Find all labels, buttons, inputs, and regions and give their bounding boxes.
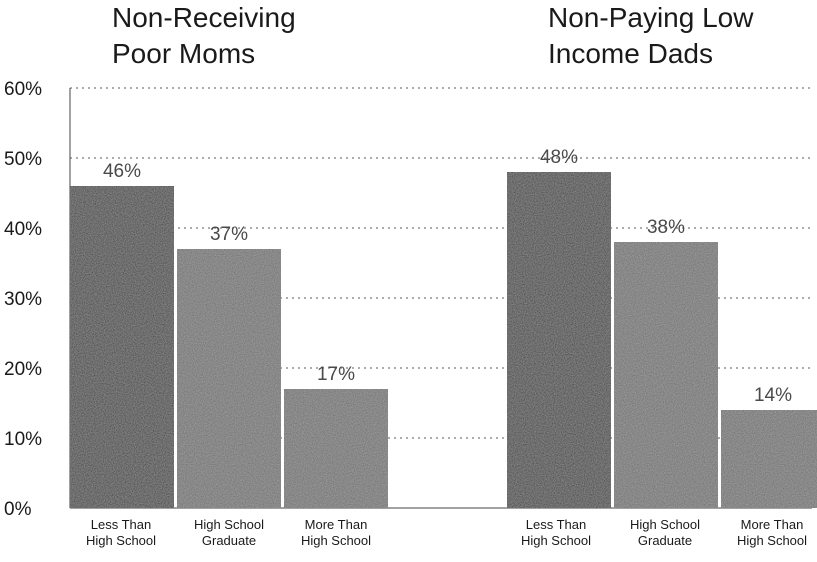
x-tick-label: High School bbox=[630, 517, 700, 532]
panel-title-2: Income Dads bbox=[548, 38, 713, 69]
x-tick-label: Less Than bbox=[91, 517, 151, 532]
data-label: 38% bbox=[647, 217, 685, 238]
y-tick-label: 60% bbox=[4, 79, 42, 100]
x-tick-label: Less Than bbox=[526, 517, 586, 532]
bar-panel2-2 bbox=[614, 242, 718, 508]
bar-panel2-1 bbox=[507, 172, 611, 508]
bar-panel2-3 bbox=[721, 410, 817, 508]
bars bbox=[70, 172, 817, 508]
bar-panel1-2 bbox=[177, 249, 281, 508]
y-tick-label: 0% bbox=[4, 499, 32, 520]
y-tick-label: 30% bbox=[4, 289, 42, 310]
y-tick-label: 40% bbox=[4, 219, 42, 240]
y-tick-label: 20% bbox=[4, 359, 42, 380]
x-tick-label: Graduate bbox=[202, 533, 256, 548]
y-tick-label: 10% bbox=[4, 429, 42, 450]
x-tick-label: High School bbox=[521, 533, 591, 548]
x-tick-label: High School bbox=[301, 533, 371, 548]
data-label: 14% bbox=[754, 385, 792, 406]
x-tick-label: More Than bbox=[305, 517, 368, 532]
panel-title-2: Non-Paying Low bbox=[548, 2, 754, 33]
panel-title-1: Non-Receiving bbox=[112, 2, 296, 33]
bar-panel1-3 bbox=[284, 389, 388, 508]
x-tick-label: High School bbox=[86, 533, 156, 548]
x-tick-label: High School bbox=[194, 517, 264, 532]
panel-title-1: Poor Moms bbox=[112, 38, 255, 69]
y-tick-label: 50% bbox=[4, 149, 42, 170]
data-label: 37% bbox=[210, 224, 248, 245]
data-label: 46% bbox=[103, 161, 141, 182]
labels: 0% 10% 20% 30% 40% 50% 60% Non-Receiving Poor Mo… bbox=[4, 2, 807, 548]
data-label: 17% bbox=[317, 364, 355, 385]
data-label: 48% bbox=[540, 147, 578, 168]
bar-panel1-1 bbox=[70, 186, 174, 508]
x-tick-label: High School bbox=[737, 533, 807, 548]
x-tick-label: More Than bbox=[741, 517, 804, 532]
x-tick-label: Graduate bbox=[638, 533, 692, 548]
